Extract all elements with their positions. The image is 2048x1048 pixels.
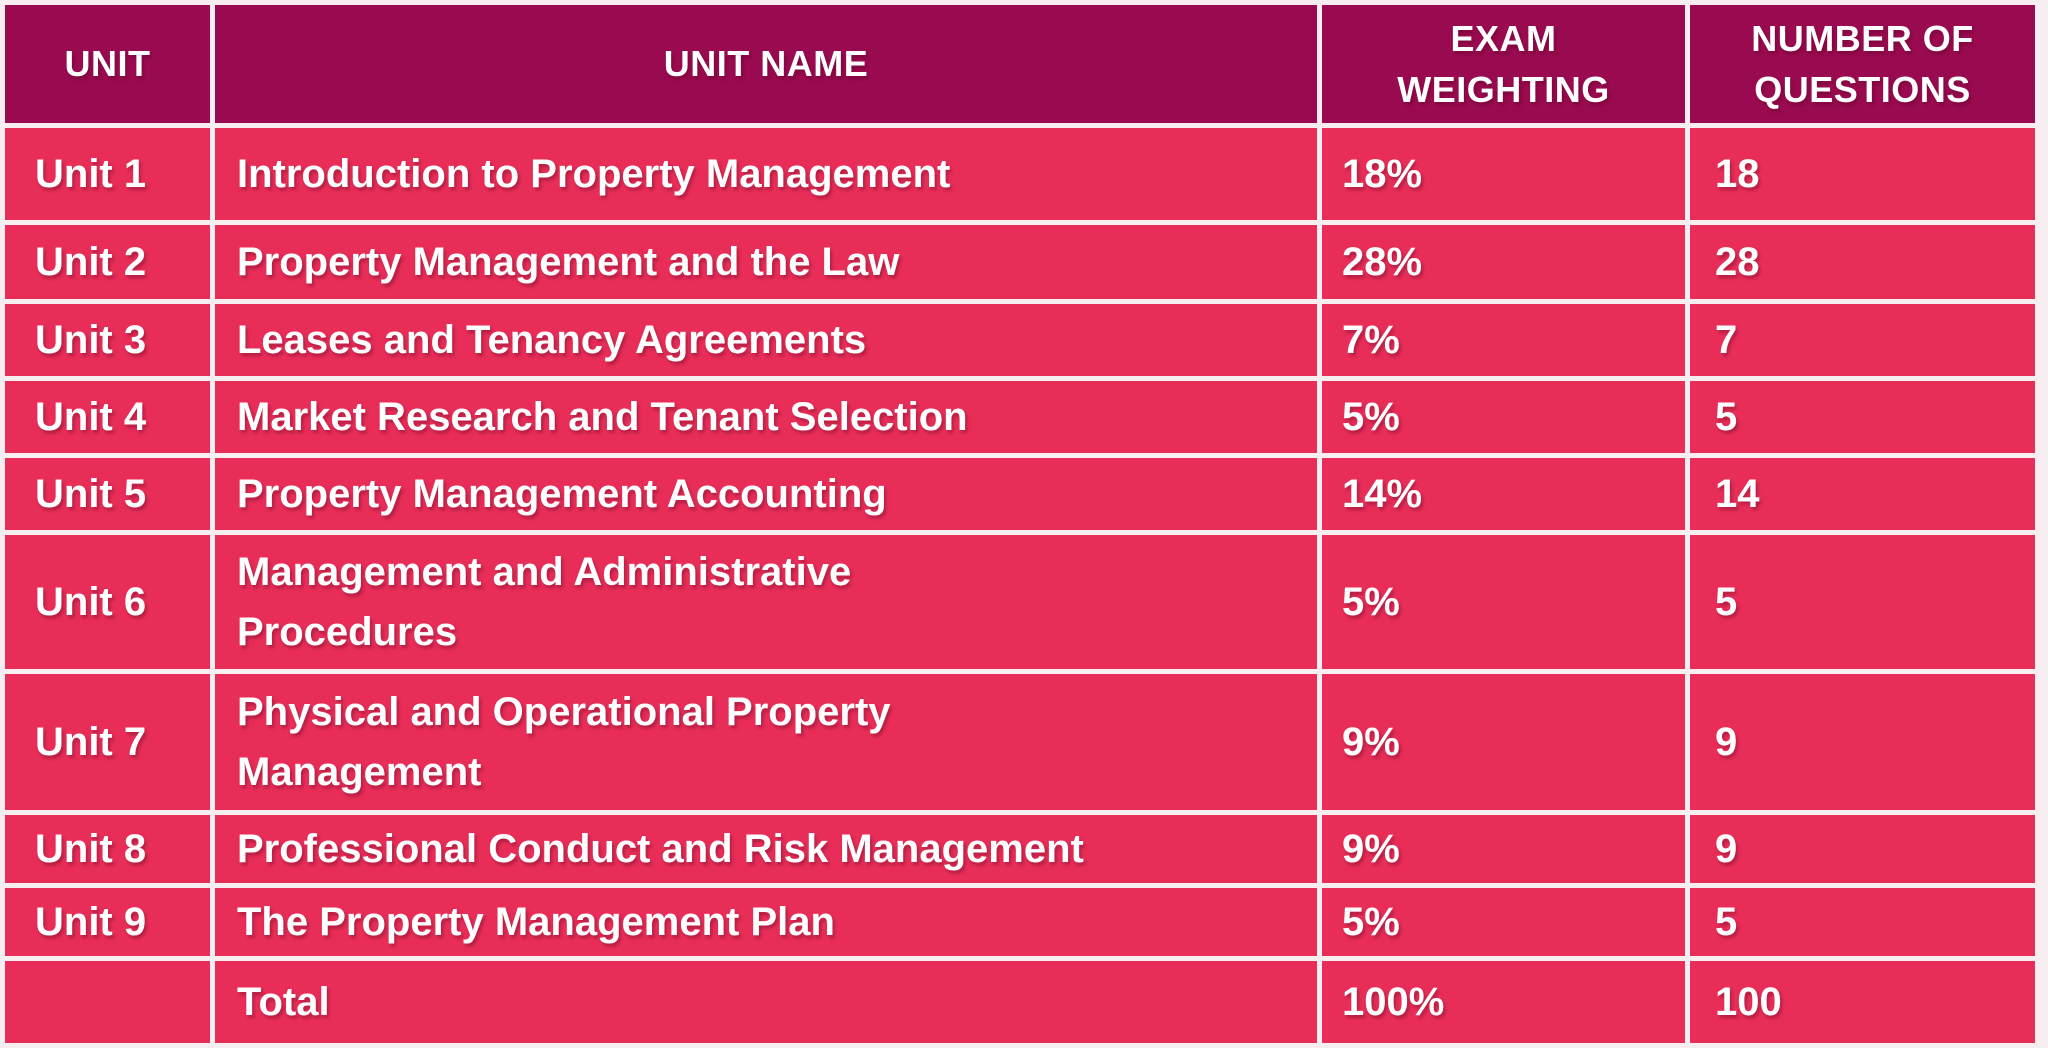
weighting-value: 5% xyxy=(1342,900,1400,944)
header-cell-number-of-questions: NUMBER OF QUESTIONS xyxy=(1690,5,2035,123)
header-label-unit-name: UNIT NAME xyxy=(663,43,869,85)
cell-unit-name: Physical and Operational Property Manage… xyxy=(215,674,1317,810)
unit-label: Unit 2 xyxy=(35,240,147,284)
unit-label: Unit 3 xyxy=(35,318,147,362)
unit-name-label: Physical and Operational Property Manage… xyxy=(237,690,891,794)
unit-label: Unit 6 xyxy=(35,580,147,624)
weighting-value: 14% xyxy=(1342,472,1423,516)
cell-questions: 7 xyxy=(1690,304,2035,376)
weighting-value: 9% xyxy=(1342,827,1400,871)
cell-unit: Unit 1 xyxy=(5,128,210,220)
cell-weighting: 5% xyxy=(1322,888,1685,956)
cell-unit-name: Management and Administrative Procedures xyxy=(215,535,1317,669)
cell-total-label: Total xyxy=(215,961,1317,1043)
unit-name-label: Property Management and the Law xyxy=(237,240,900,284)
unit-name-label: Property Management Accounting xyxy=(237,472,887,516)
cell-unit-empty xyxy=(5,961,210,1043)
cell-questions: 9 xyxy=(1690,674,2035,810)
cell-unit: Unit 3 xyxy=(5,304,210,376)
weighting-value: 7% xyxy=(1342,318,1400,362)
questions-value: 14 xyxy=(1715,472,1760,516)
header-cell-unit-name: UNIT NAME xyxy=(215,5,1317,123)
cell-unit-name: Introduction to Property Management xyxy=(215,128,1317,220)
weighting-value: 9% xyxy=(1342,720,1400,764)
unit-label: Unit 7 xyxy=(35,720,147,764)
cell-unit: Unit 8 xyxy=(5,815,210,883)
cell-weighting: 9% xyxy=(1322,674,1685,810)
unit-name-label: Leases and Tenancy Agreements xyxy=(237,318,867,362)
cell-weighting: 28% xyxy=(1322,225,1685,299)
unit-label: Unit 4 xyxy=(35,395,147,439)
unit-label: Unit 5 xyxy=(35,472,147,516)
cell-unit-name: Market Research and Tenant Selection xyxy=(215,381,1317,453)
unit-label: Unit 1 xyxy=(35,152,147,196)
cell-unit-name: Professional Conduct and Risk Management xyxy=(215,815,1317,883)
cell-questions: 5 xyxy=(1690,381,2035,453)
cell-unit: Unit 6 xyxy=(5,535,210,669)
header-label-exam-weighting: EXAM WEIGHTING xyxy=(1397,17,1610,110)
weighting-value: 18% xyxy=(1342,152,1423,196)
cell-unit: Unit 4 xyxy=(5,381,210,453)
cell-unit-name: The Property Management Plan xyxy=(215,888,1317,956)
cell-total-weighting: 100% xyxy=(1322,961,1685,1043)
total-label: Total xyxy=(237,980,330,1024)
unit-name-label: The Property Management Plan xyxy=(237,900,835,944)
header-cell-exam-weighting: EXAM WEIGHTING xyxy=(1322,5,1685,123)
unit-label: Unit 9 xyxy=(35,900,147,944)
cell-unit: Unit 5 xyxy=(5,458,210,530)
cell-questions: 5 xyxy=(1690,888,2035,956)
cell-questions: 14 xyxy=(1690,458,2035,530)
weighting-value: 5% xyxy=(1342,580,1400,624)
unit-label: Unit 8 xyxy=(35,827,147,871)
header-label-number-of-questions: NUMBER OF QUESTIONS xyxy=(1751,17,1974,110)
weighting-value: 5% xyxy=(1342,395,1400,439)
header-label-unit: UNIT xyxy=(64,43,151,85)
cell-unit-name: Property Management and the Law xyxy=(215,225,1317,299)
unit-name-label: Introduction to Property Management xyxy=(237,152,951,196)
cell-unit-name: Leases and Tenancy Agreements xyxy=(215,304,1317,376)
total-questions-value: 100 xyxy=(1715,980,1782,1024)
cell-questions: 5 xyxy=(1690,535,2035,669)
weighting-value: 28% xyxy=(1342,240,1423,284)
unit-name-label: Professional Conduct and Risk Management xyxy=(237,827,1084,871)
cell-questions: 18 xyxy=(1690,128,2035,220)
cell-questions: 9 xyxy=(1690,815,2035,883)
cell-total-questions: 100 xyxy=(1690,961,2035,1043)
questions-value: 5 xyxy=(1715,900,1738,944)
cell-weighting: 5% xyxy=(1322,535,1685,669)
cell-weighting: 18% xyxy=(1322,128,1685,220)
cell-unit: Unit 2 xyxy=(5,225,210,299)
cell-weighting: 9% xyxy=(1322,815,1685,883)
questions-value: 28 xyxy=(1715,240,1760,284)
questions-value: 5 xyxy=(1715,580,1738,624)
cell-unit-name: Property Management Accounting xyxy=(215,458,1317,530)
total-weighting-value: 100% xyxy=(1342,980,1445,1024)
unit-name-label: Management and Administrative Procedures xyxy=(237,550,852,654)
cell-unit: Unit 9 xyxy=(5,888,210,956)
questions-value: 9 xyxy=(1715,827,1738,871)
questions-value: 9 xyxy=(1715,720,1738,764)
cell-weighting: 7% xyxy=(1322,304,1685,376)
questions-value: 18 xyxy=(1715,152,1760,196)
header-cell-unit: UNIT xyxy=(5,5,210,123)
cell-questions: 28 xyxy=(1690,225,2035,299)
cell-weighting: 5% xyxy=(1322,381,1685,453)
questions-value: 7 xyxy=(1715,318,1738,362)
cell-unit: Unit 7 xyxy=(5,674,210,810)
cell-weighting: 14% xyxy=(1322,458,1685,530)
questions-value: 5 xyxy=(1715,395,1738,439)
unit-name-label: Market Research and Tenant Selection xyxy=(237,395,968,439)
